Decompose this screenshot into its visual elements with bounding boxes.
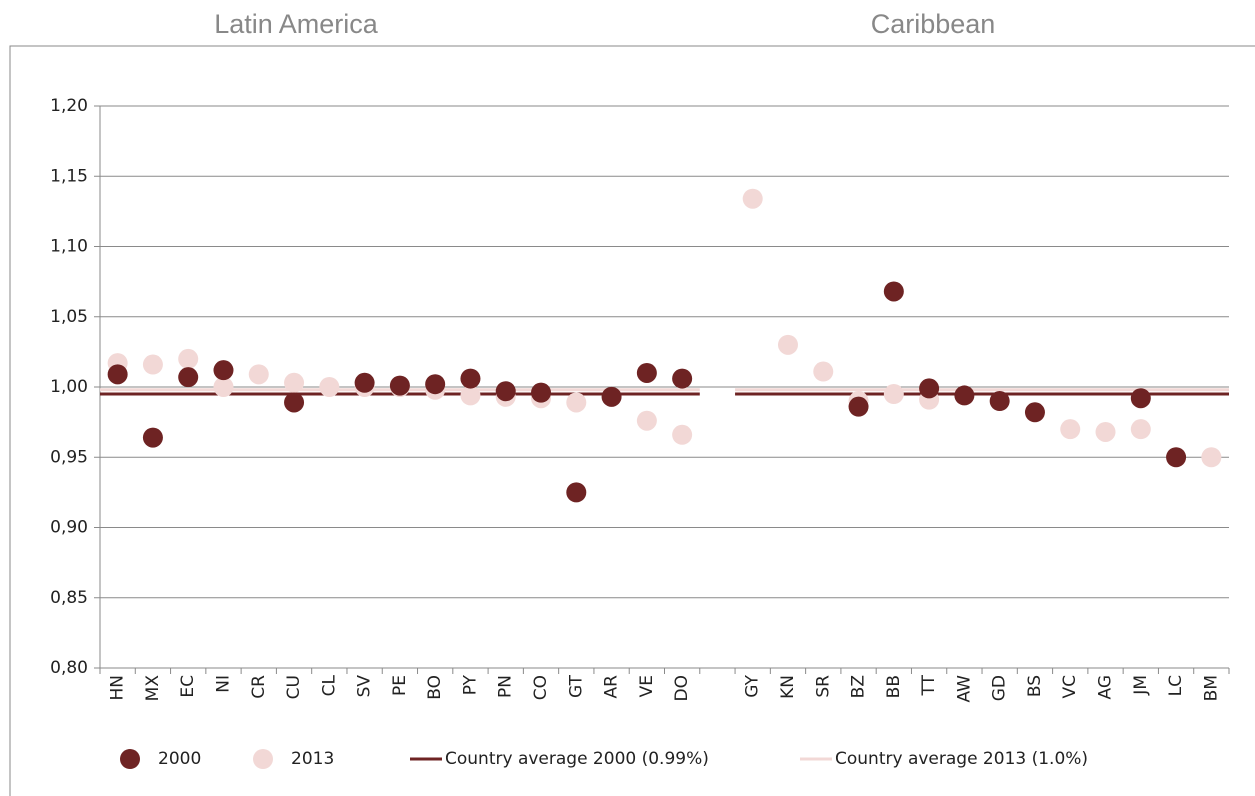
y-tick-label: 1,00 — [50, 377, 88, 397]
y-tick-label: 1,20 — [50, 96, 88, 116]
dot — [601, 386, 622, 407]
dot — [1024, 402, 1045, 423]
dot — [142, 354, 163, 375]
dot — [636, 362, 657, 383]
x-tick-label: BZ — [849, 675, 869, 698]
dot — [672, 424, 693, 445]
dot — [107, 364, 128, 385]
x-tick-label: CU — [284, 675, 304, 699]
dot — [1060, 419, 1081, 440]
x-tick-label: PE — [390, 675, 410, 696]
dot — [213, 377, 234, 397]
dot — [284, 392, 305, 413]
group-label: Caribbean — [871, 9, 996, 39]
x-tick-label: BS — [1025, 675, 1045, 697]
x-tick-label: LC — [1166, 675, 1186, 696]
x-tick-label: MX — [143, 675, 163, 702]
legend-swatch — [253, 749, 273, 769]
x-tick-label: GD — [990, 675, 1010, 701]
dot — [178, 348, 199, 369]
dot — [319, 377, 340, 397]
dot — [460, 385, 481, 406]
dot — [1201, 447, 1222, 468]
x-tick-label: NI — [213, 675, 233, 693]
x-tick-label: BM — [1201, 675, 1221, 701]
dot — [566, 392, 587, 413]
y-tick-label: 1,05 — [50, 307, 88, 327]
dot — [1130, 388, 1151, 409]
legend-label: Country average 2000 (0.99%) — [445, 749, 709, 769]
x-tick-label: VC — [1060, 675, 1080, 699]
x-tick-label: KN — [778, 675, 798, 699]
dot — [354, 372, 375, 393]
dot — [142, 427, 163, 448]
group-label: Latin America — [214, 9, 379, 39]
x-tick-label: PN — [496, 675, 516, 698]
dot — [954, 385, 975, 406]
chart-border — [9, 45, 1255, 796]
dot — [742, 188, 763, 209]
dot — [883, 384, 904, 405]
x-tick-label: AG — [1096, 675, 1116, 700]
dot — [1130, 419, 1151, 440]
x-tick-label: BB — [884, 675, 904, 698]
dot — [919, 378, 940, 399]
dot — [495, 381, 516, 402]
x-tick-label: SV — [355, 675, 375, 698]
dot — [213, 360, 234, 381]
legend-label: 2013 — [291, 749, 334, 769]
dot — [1166, 447, 1187, 468]
x-tick-label: TT — [919, 674, 939, 696]
dot — [284, 372, 305, 393]
legend-label: 2000 — [158, 749, 201, 769]
x-tick-label: SR — [813, 675, 833, 698]
x-tick-label: JM — [1131, 675, 1151, 696]
x-tick-label: EC — [178, 675, 198, 698]
dot — [389, 375, 410, 396]
dot — [813, 361, 834, 382]
x-tick-label: HN — [108, 675, 128, 701]
x-tick-label: PY — [460, 674, 480, 695]
dot — [636, 410, 657, 431]
x-tick-label: GY — [743, 674, 763, 697]
dot — [248, 364, 269, 385]
dot — [672, 368, 693, 389]
dot — [531, 382, 552, 403]
x-tick-label: GT — [566, 674, 586, 698]
x-tick-label: CL — [319, 674, 339, 696]
y-tick-label: 0,90 — [50, 518, 88, 538]
y-tick-label: 0,80 — [50, 658, 88, 678]
dot — [460, 368, 481, 389]
legend-swatch — [120, 749, 140, 769]
y-tick-label: 0,95 — [50, 447, 88, 467]
x-tick-label: CR — [249, 675, 269, 699]
y-tick-label: 1,15 — [50, 166, 88, 186]
dot — [777, 334, 798, 355]
x-tick-label: CO — [531, 675, 551, 700]
dot — [989, 391, 1010, 412]
legend-label: Country average 2013 (1.0%) — [835, 749, 1088, 769]
dot — [1095, 421, 1116, 442]
x-tick-label: AR — [602, 675, 622, 699]
x-tick-label: AW — [954, 675, 974, 703]
x-tick-label: DO — [672, 675, 692, 701]
dot — [178, 367, 199, 388]
dot — [848, 396, 869, 417]
y-tick-label: 0,85 — [50, 588, 88, 608]
x-tick-label: VE — [637, 675, 657, 697]
dot — [883, 281, 904, 302]
y-tick-label: 1,10 — [50, 237, 88, 257]
x-tick-label: BO — [425, 675, 445, 700]
dot — [566, 482, 587, 503]
dot — [425, 374, 446, 395]
